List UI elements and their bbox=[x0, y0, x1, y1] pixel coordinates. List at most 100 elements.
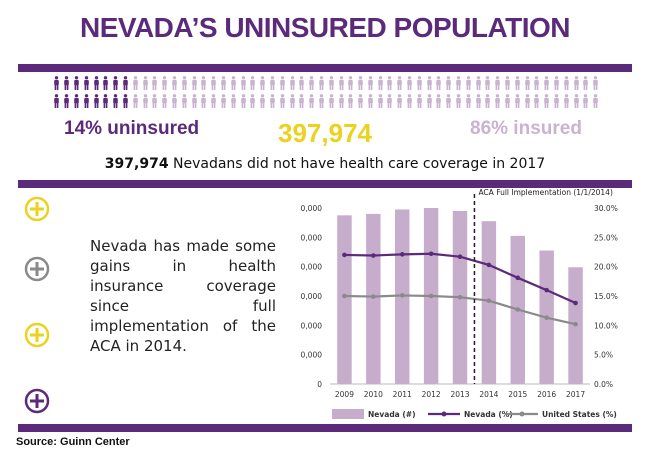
uninsured-stat: 14% uninsured bbox=[64, 118, 200, 139]
person-icon bbox=[62, 94, 72, 108]
person-icon bbox=[199, 76, 209, 90]
x-tick-label: 2016 bbox=[537, 390, 556, 399]
nevada-pct-point bbox=[457, 254, 463, 259]
person-icon bbox=[101, 76, 111, 90]
us-pct-point bbox=[515, 307, 521, 312]
person-icon bbox=[268, 76, 278, 90]
person-icon bbox=[571, 94, 581, 108]
person-icon bbox=[150, 94, 160, 108]
person-icon bbox=[72, 94, 82, 108]
person-icon bbox=[130, 76, 140, 90]
y-tick-label-left: 400,000 bbox=[300, 263, 322, 272]
person-icon bbox=[268, 94, 278, 108]
person-icon bbox=[209, 94, 219, 108]
person-icon bbox=[219, 94, 229, 108]
person-icon bbox=[414, 76, 424, 90]
pictogram-row-2 bbox=[52, 94, 601, 108]
person-icon bbox=[385, 94, 395, 108]
nevada-pct-point bbox=[573, 300, 578, 306]
person-icon bbox=[512, 76, 522, 90]
y-tick-label-left: 200,000 bbox=[300, 321, 322, 330]
person-icon bbox=[542, 76, 552, 90]
person-icon bbox=[434, 76, 444, 90]
legend-swatch-bar bbox=[332, 409, 364, 419]
person-icon bbox=[258, 94, 268, 108]
person-icon bbox=[581, 76, 591, 90]
person-icon bbox=[111, 94, 121, 108]
y-tick-label-right: 30.0% bbox=[594, 204, 618, 213]
plus-circle-icon bbox=[24, 256, 50, 282]
y-tick-label-right: 25.0% bbox=[594, 233, 618, 242]
x-tick-label: 2017 bbox=[566, 390, 585, 399]
plus-circle-icon bbox=[24, 196, 50, 222]
summary-line: 397,974 Nevadans did not have health car… bbox=[0, 156, 650, 172]
pictogram-row-1 bbox=[52, 76, 601, 90]
person-icon bbox=[405, 76, 415, 90]
us-pct-point bbox=[573, 321, 578, 327]
person-icon bbox=[228, 76, 238, 90]
person-icon bbox=[307, 76, 317, 90]
person-icon bbox=[179, 76, 189, 90]
person-icon bbox=[336, 94, 346, 108]
legend-label: Nevada (#) bbox=[368, 410, 416, 419]
middle-divider bbox=[18, 180, 632, 188]
person-icon bbox=[91, 94, 101, 108]
person-icon bbox=[101, 94, 111, 108]
nevada-pct-point bbox=[399, 252, 405, 257]
person-icon bbox=[121, 76, 131, 90]
person-icon bbox=[91, 76, 101, 90]
person-icon bbox=[542, 94, 552, 108]
y-tick-label-left: 300,000 bbox=[300, 292, 322, 301]
x-tick-label: 2012 bbox=[422, 390, 441, 399]
y-tick-label-right: 15.0% bbox=[594, 292, 618, 301]
person-icon bbox=[248, 94, 258, 108]
person-icon bbox=[307, 94, 317, 108]
y-tick-label-left: 100,000 bbox=[300, 351, 322, 360]
person-icon bbox=[52, 76, 62, 90]
person-icon bbox=[522, 76, 532, 90]
body-text: Nevada has made some gains in health ins… bbox=[90, 237, 276, 355]
person-icon bbox=[552, 76, 562, 90]
x-tick-label: 2014 bbox=[479, 390, 498, 399]
uninsured-total: 397,974 bbox=[278, 118, 372, 148]
person-icon bbox=[414, 94, 424, 108]
us-pct-point bbox=[399, 293, 405, 298]
nevada-pct-point bbox=[371, 253, 376, 258]
summary-value: 397,974 bbox=[104, 156, 169, 172]
person-icon bbox=[375, 76, 385, 90]
person-icon bbox=[385, 76, 395, 90]
person-icon bbox=[405, 94, 415, 108]
person-icon bbox=[170, 76, 180, 90]
person-icon bbox=[503, 94, 513, 108]
plus-circle-icon bbox=[24, 322, 50, 348]
person-icon bbox=[444, 94, 454, 108]
page-title: NEVADA’S UNINSURED POPULATION bbox=[79, 12, 571, 43]
person-icon bbox=[52, 94, 62, 108]
person-icon bbox=[179, 94, 189, 108]
x-tick-label: 2009 bbox=[335, 390, 354, 399]
person-icon bbox=[483, 76, 493, 90]
person-icon bbox=[297, 76, 307, 90]
person-icon bbox=[571, 76, 581, 90]
person-icon bbox=[228, 94, 238, 108]
legend-marker-us-pct bbox=[519, 411, 525, 417]
bar bbox=[366, 213, 381, 384]
person-icon bbox=[287, 94, 297, 108]
person-icon bbox=[258, 76, 268, 90]
y-tick-label-right: 20.0% bbox=[594, 263, 618, 272]
person-icon bbox=[189, 94, 199, 108]
nevada-pct-point bbox=[486, 262, 492, 268]
person-icon bbox=[424, 76, 434, 90]
person-icon bbox=[81, 76, 91, 90]
legend-label: United States (%) bbox=[542, 410, 617, 419]
person-icon bbox=[493, 76, 503, 90]
y-tick-label-left: 500,000 bbox=[300, 233, 322, 242]
us-pct-point bbox=[371, 294, 376, 299]
person-icon bbox=[454, 94, 464, 108]
person-icon bbox=[591, 76, 601, 90]
y-tick-label-right: 5.0% bbox=[594, 351, 613, 360]
person-icon bbox=[512, 94, 522, 108]
person-icon bbox=[375, 94, 385, 108]
person-icon bbox=[317, 94, 327, 108]
aca-annotation-label: ACA Full Implementation (1/1/2014) bbox=[478, 188, 613, 197]
